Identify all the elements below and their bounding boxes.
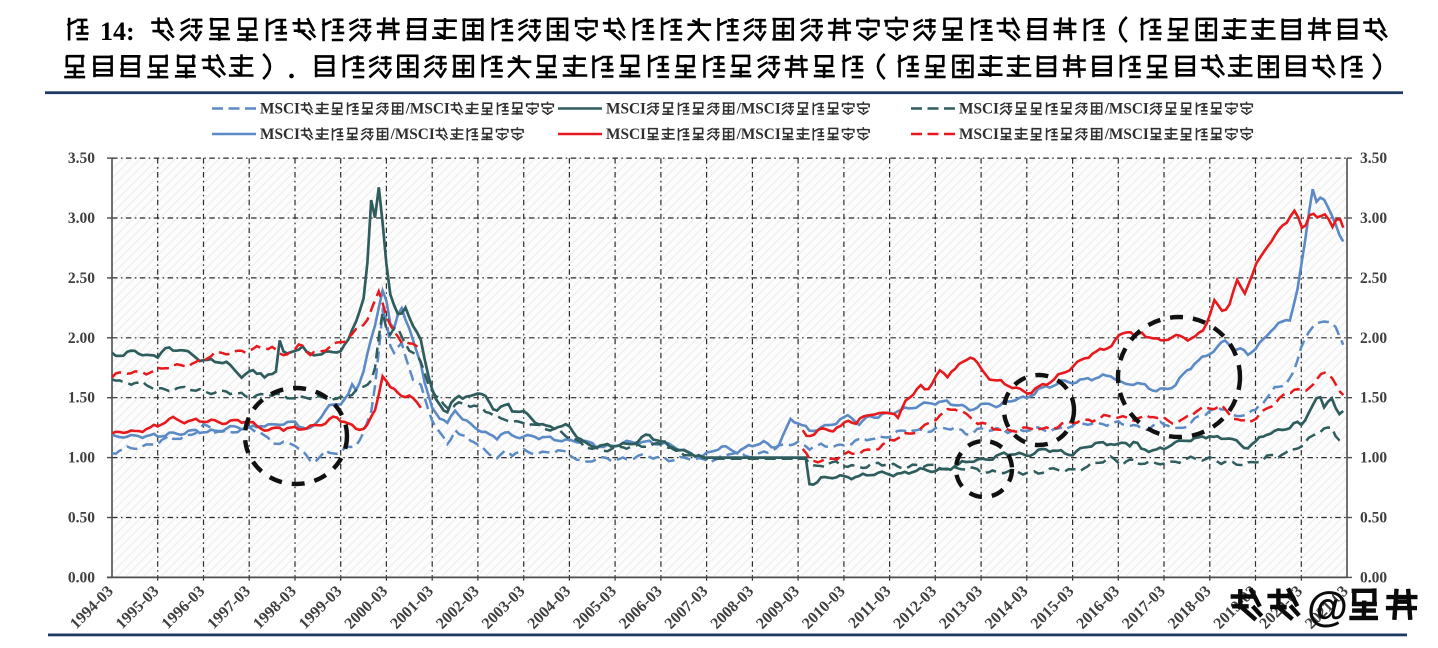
- svg-text:0.00: 0.00: [68, 569, 95, 586]
- svg-text:@: @: [1307, 583, 1348, 630]
- svg-text:0.50: 0.50: [68, 510, 95, 527]
- svg-text:1.00: 1.00: [1360, 450, 1387, 467]
- svg-text:0.50: 0.50: [1360, 510, 1387, 527]
- svg-text:2.50: 2.50: [68, 270, 95, 287]
- svg-text:/MSCI: /MSCI: [1104, 126, 1149, 143]
- svg-text:3.50: 3.50: [68, 150, 95, 167]
- svg-text:MSCI: MSCI: [260, 126, 300, 143]
- svg-text:/MSCI: /MSCI: [405, 101, 450, 118]
- svg-text:3.50: 3.50: [1360, 150, 1387, 167]
- svg-text:MSCI: MSCI: [260, 101, 300, 118]
- svg-text:1.50: 1.50: [1360, 390, 1387, 407]
- svg-text:/MSCI: /MSCI: [736, 101, 781, 118]
- svg-text:/MSCI: /MSCI: [390, 126, 435, 143]
- svg-text:MSCI: MSCI: [606, 101, 646, 118]
- svg-text:0.00: 0.00: [1360, 569, 1387, 586]
- svg-text:1.50: 1.50: [68, 390, 95, 407]
- svg-text:MSCI: MSCI: [959, 101, 999, 118]
- svg-text:MSCI: MSCI: [959, 126, 999, 143]
- svg-text:2.00: 2.00: [68, 330, 95, 347]
- svg-text:2.00: 2.00: [1360, 330, 1387, 347]
- svg-text:1.00: 1.00: [68, 450, 95, 467]
- svg-text:MSCI: MSCI: [606, 126, 646, 143]
- svg-text:3.00: 3.00: [68, 210, 95, 227]
- svg-text:2.50: 2.50: [1360, 270, 1387, 287]
- svg-text:3.00: 3.00: [1360, 210, 1387, 227]
- svg-text:14:: 14:: [100, 17, 135, 46]
- svg-text:/MSCI: /MSCI: [1104, 101, 1149, 118]
- svg-text:/MSCI: /MSCI: [736, 126, 781, 143]
